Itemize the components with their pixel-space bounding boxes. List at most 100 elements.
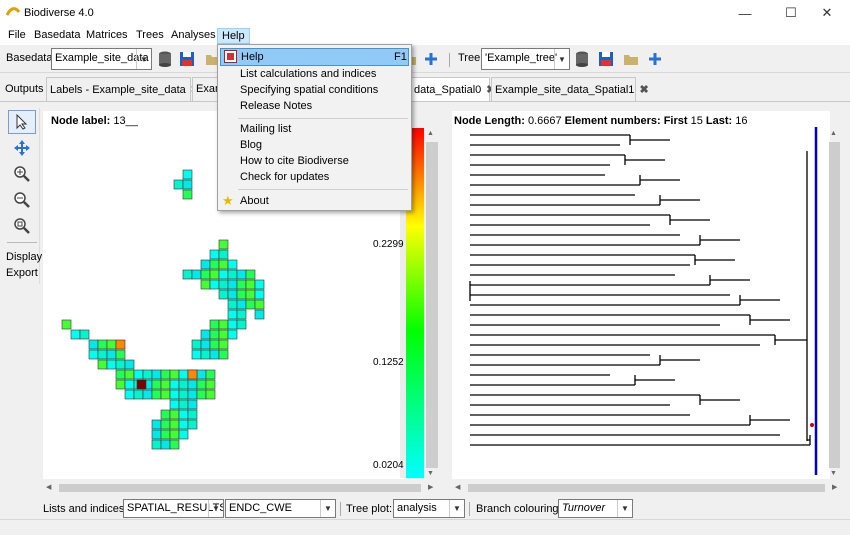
map-cell-highlight[interactable] — [187, 369, 198, 380]
branch-colouring-combo[interactable]: Turnover ▼ — [558, 499, 633, 518]
map-cell[interactable] — [88, 339, 99, 350]
add-tree-icon[interactable] — [646, 50, 664, 68]
tree-node-marker[interactable] — [810, 423, 814, 427]
map-cell[interactable] — [205, 389, 216, 400]
map-cell[interactable] — [169, 379, 180, 390]
map-cell[interactable] — [151, 429, 162, 440]
map-cell[interactable] — [124, 379, 135, 390]
scroll-thumb[interactable] — [468, 484, 825, 492]
map-cell[interactable] — [236, 269, 247, 280]
map-cell[interactable] — [133, 369, 144, 380]
menu-item-spatial-conditions[interactable]: Specifying spatial conditions — [240, 84, 379, 96]
map-cell[interactable] — [191, 339, 202, 350]
tree-plot-combo[interactable]: analysis ▼ — [393, 499, 465, 518]
map-cell[interactable] — [218, 249, 229, 260]
map-horizontal-scrollbar[interactable]: ◀ ▶ — [43, 481, 438, 495]
map-cell[interactable] — [196, 379, 207, 390]
map-cell[interactable] — [169, 419, 180, 430]
map-cell[interactable] — [191, 349, 202, 360]
map-cell[interactable] — [227, 269, 238, 280]
map-cell[interactable] — [209, 349, 220, 360]
map-cell-highlight[interactable] — [136, 379, 147, 390]
map-cell[interactable] — [97, 359, 108, 370]
menu-matrices[interactable]: Matrices — [86, 29, 128, 41]
map-cell[interactable] — [178, 399, 189, 410]
map-cell[interactable] — [227, 329, 238, 340]
map-cell[interactable] — [227, 289, 238, 300]
basedata-combo[interactable]: Example_site_data ▼ — [51, 48, 152, 70]
map-cell[interactable] — [182, 169, 193, 180]
map-cell[interactable] — [178, 389, 189, 400]
map-cell[interactable] — [160, 439, 171, 450]
map-cell[interactable] — [178, 409, 189, 420]
map-cell[interactable] — [218, 319, 229, 330]
map-cell[interactable] — [187, 409, 198, 420]
select-pointer-icon[interactable] — [8, 110, 36, 134]
map-cell[interactable] — [218, 259, 229, 270]
menu-item-help[interactable]: Help F1 — [220, 48, 409, 66]
map-cell[interactable] — [151, 369, 162, 380]
menu-item-about[interactable]: About — [240, 195, 269, 207]
map-cell[interactable] — [178, 379, 189, 390]
map-cell[interactable] — [191, 269, 202, 280]
map-cell[interactable] — [169, 399, 180, 410]
map-cell[interactable] — [182, 189, 193, 200]
map-cell[interactable] — [227, 309, 238, 320]
close-icon[interactable]: ✕ — [821, 5, 833, 20]
map-cell[interactable] — [160, 419, 171, 430]
map-cell[interactable] — [209, 319, 220, 330]
tab-spatial0[interactable]: data_Spatial0 ✖ — [410, 77, 496, 101]
map-cell[interactable] — [218, 349, 229, 360]
scroll-down-icon[interactable]: ▼ — [830, 470, 837, 477]
map-cell[interactable] — [236, 279, 247, 290]
map-cell[interactable] — [61, 319, 72, 330]
lists-combo[interactable]: SPATIAL_RESULTS ▼ — [123, 499, 224, 518]
open-tree-folder-icon[interactable] — [622, 50, 640, 68]
tree-combo[interactable]: 'Example_tree' ▼ — [481, 48, 570, 70]
scroll-left-icon[interactable]: ◀ — [455, 484, 461, 491]
tree-horizontal-scrollbar[interactable]: ◀ ▶ — [452, 481, 842, 495]
scroll-left-icon[interactable]: ◀ — [46, 484, 52, 491]
map-cell[interactable] — [227, 299, 238, 310]
map-cell[interactable] — [106, 339, 117, 350]
map-cell[interactable] — [115, 369, 126, 380]
index-combo[interactable]: ENDC_CWE ▼ — [225, 499, 336, 518]
map-cell[interactable] — [200, 349, 211, 360]
open-folder-icon[interactable] — [204, 50, 222, 68]
menu-item-cite[interactable]: How to cite Biodiverse — [240, 155, 349, 167]
map-cell[interactable] — [209, 329, 220, 340]
map-cell[interactable] — [151, 419, 162, 430]
maximize-icon[interactable]: ☐ — [785, 5, 797, 20]
minimize-icon[interactable]: — — [738, 5, 752, 21]
map-cell[interactable] — [182, 179, 193, 190]
map-cell[interactable] — [160, 369, 171, 380]
map-cell[interactable] — [151, 379, 162, 390]
menu-item-blog[interactable]: Blog — [240, 139, 263, 151]
map-cell[interactable] — [218, 329, 229, 340]
map-cell[interactable] — [200, 279, 211, 290]
map-cell[interactable] — [227, 279, 238, 290]
map-cell[interactable] — [227, 319, 238, 330]
map-cell[interactable] — [151, 389, 162, 400]
map-cell[interactable] — [209, 279, 220, 290]
zoom-fit-icon[interactable] — [8, 214, 36, 238]
save-basedata-icon[interactable] — [178, 50, 196, 68]
scroll-up-icon[interactable]: ▲ — [830, 130, 837, 137]
map-cell[interactable] — [200, 339, 211, 350]
map-cell[interactable] — [160, 429, 171, 440]
map-cell[interactable] — [115, 359, 126, 370]
map-cell[interactable] — [227, 259, 238, 270]
map-cell[interactable] — [218, 339, 229, 350]
map-cell[interactable] — [187, 419, 198, 430]
delete-tree-icon[interactable] — [573, 50, 591, 68]
tree-vertical-scrollbar[interactable] — [829, 142, 840, 468]
menu-help[interactable]: Help — [217, 28, 250, 44]
map-cell[interactable] — [245, 289, 256, 300]
map-cell[interactable] — [70, 329, 81, 340]
map-cell[interactable] — [209, 259, 220, 270]
map-cell[interactable] — [196, 369, 207, 380]
menu-item-list-calculations[interactable]: List calculations and indices — [240, 68, 377, 80]
delete-basedata-icon[interactable] — [156, 50, 174, 68]
zoom-in-icon[interactable] — [8, 162, 36, 186]
tree-canvas[interactable]: Node Length: 0.6667 Element numbers: Fir… — [452, 111, 830, 479]
